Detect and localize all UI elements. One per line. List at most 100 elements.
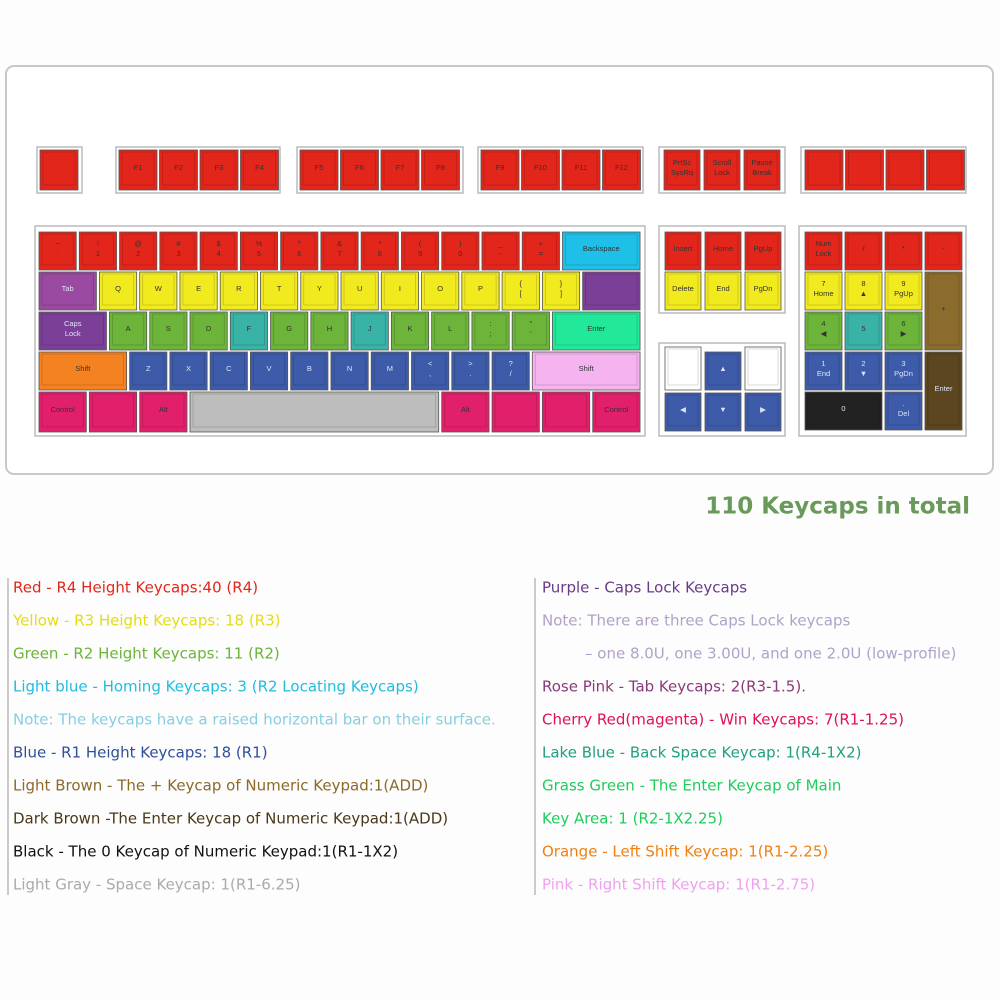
key-label: / — [510, 369, 513, 378]
keycap-top — [323, 233, 356, 266]
key-label: < — [428, 359, 433, 368]
key-label: PgUp — [754, 244, 773, 253]
key-label: F5 — [315, 163, 324, 172]
keycap — [924, 231, 963, 271]
key-label: [ — [520, 289, 523, 298]
key-label: X — [186, 364, 191, 373]
keycap — [744, 231, 782, 271]
keycap — [300, 271, 339, 311]
keycap — [804, 391, 883, 431]
keycap-top — [504, 273, 537, 306]
key-label: Shift — [579, 364, 595, 373]
key-label: = — [539, 249, 544, 258]
legend-item: Note: There are three Caps Lock keycaps — [542, 612, 850, 630]
keycap — [804, 271, 843, 311]
keycap — [380, 271, 419, 311]
key-label: 2 — [136, 249, 140, 258]
keycap-top — [343, 273, 376, 306]
keycap-top — [667, 348, 699, 386]
keycap-top — [585, 273, 638, 306]
key-label: Caps — [64, 319, 82, 328]
keycap-top — [474, 313, 507, 346]
keycap-top — [887, 353, 920, 386]
keycap-top — [142, 273, 175, 306]
key-label: E — [196, 284, 201, 293]
key-label: 9 — [418, 249, 422, 258]
key-label: F — [247, 324, 252, 333]
keycap-top — [464, 273, 497, 306]
key-label: Alt — [461, 405, 471, 414]
keycap-top — [303, 273, 336, 306]
key-label: Shift — [75, 364, 91, 373]
keycap-top — [847, 273, 880, 306]
key-label: ◀ — [680, 405, 687, 414]
keycap-top — [41, 273, 94, 306]
legend-item: Pink - Right Shift Keycap: 1(R1-2.75) — [542, 876, 815, 894]
keycap-top — [222, 273, 255, 306]
keycap-top — [232, 313, 265, 346]
keycap — [511, 311, 550, 351]
key-label: 8 — [861, 279, 865, 288]
legend-item: Dark Brown -The Enter Keycap of Numeric … — [13, 810, 448, 828]
key-label: SysRq — [671, 168, 693, 177]
keycap — [38, 271, 97, 311]
keycap — [118, 149, 158, 191]
key-label: H — [327, 324, 332, 333]
key-label: ) — [459, 239, 462, 248]
keycap-top — [524, 151, 557, 186]
keycap — [844, 311, 883, 351]
key-label: ( — [419, 239, 422, 248]
key-label: 7 — [337, 249, 341, 258]
key-label: Insert — [674, 244, 694, 253]
legend-item: Grass Green - The Enter Keycap of Main — [542, 777, 841, 795]
keycap — [199, 149, 239, 191]
keycap-top — [162, 151, 195, 186]
keycap — [592, 391, 641, 433]
key-label: PrtSc — [673, 158, 692, 167]
keycap-top — [887, 313, 920, 346]
key-label: , — [429, 369, 431, 378]
key-label: 4 — [217, 249, 221, 258]
key-label: } — [560, 279, 563, 288]
key-label: Home — [813, 289, 833, 298]
keycap — [88, 391, 138, 433]
key-label: PgDn — [754, 284, 773, 293]
key-label: Lock — [65, 329, 81, 338]
keycap — [844, 231, 883, 271]
key-label: 0 — [841, 404, 845, 413]
key-label: ▲ — [719, 364, 726, 373]
keycap-top — [667, 233, 699, 266]
keycap-top — [807, 233, 840, 266]
keycap-top — [243, 151, 276, 186]
key-label: & — [337, 239, 342, 248]
keycap — [280, 231, 319, 271]
keycap — [744, 392, 782, 432]
keycap — [924, 351, 963, 431]
keycap-top — [192, 393, 437, 428]
legend-item: Red - R4 Height Keycaps:40 (R4) — [13, 579, 258, 597]
key-label: Break — [752, 168, 772, 177]
keycap-top — [192, 313, 225, 346]
keycap-top — [404, 233, 437, 266]
keycap — [260, 271, 299, 311]
key-label: 0 — [458, 249, 462, 258]
keycap — [149, 311, 188, 351]
keycap-top — [807, 151, 841, 186]
keycap — [421, 271, 460, 311]
keycap-top — [283, 233, 316, 266]
legend-item: Black - The 0 Keycap of Numeric Keypad:1… — [13, 843, 398, 861]
keycap-top — [807, 313, 840, 346]
keycap-top — [41, 313, 104, 346]
key-label: F9 — [496, 163, 505, 172]
key-label: PgUp — [894, 289, 913, 298]
keycap — [562, 231, 641, 271]
key-label: . — [469, 369, 471, 378]
legend-item: Light Gray - Space Keycap: 1(R1-6.25) — [13, 876, 301, 894]
keycap — [884, 391, 923, 431]
key-label: > — [468, 359, 473, 368]
key-label: 3 — [901, 359, 905, 368]
key-label: Home — [713, 244, 733, 253]
key-label: F10 — [534, 163, 547, 172]
keycap-top — [132, 353, 165, 386]
keycap — [350, 311, 389, 351]
